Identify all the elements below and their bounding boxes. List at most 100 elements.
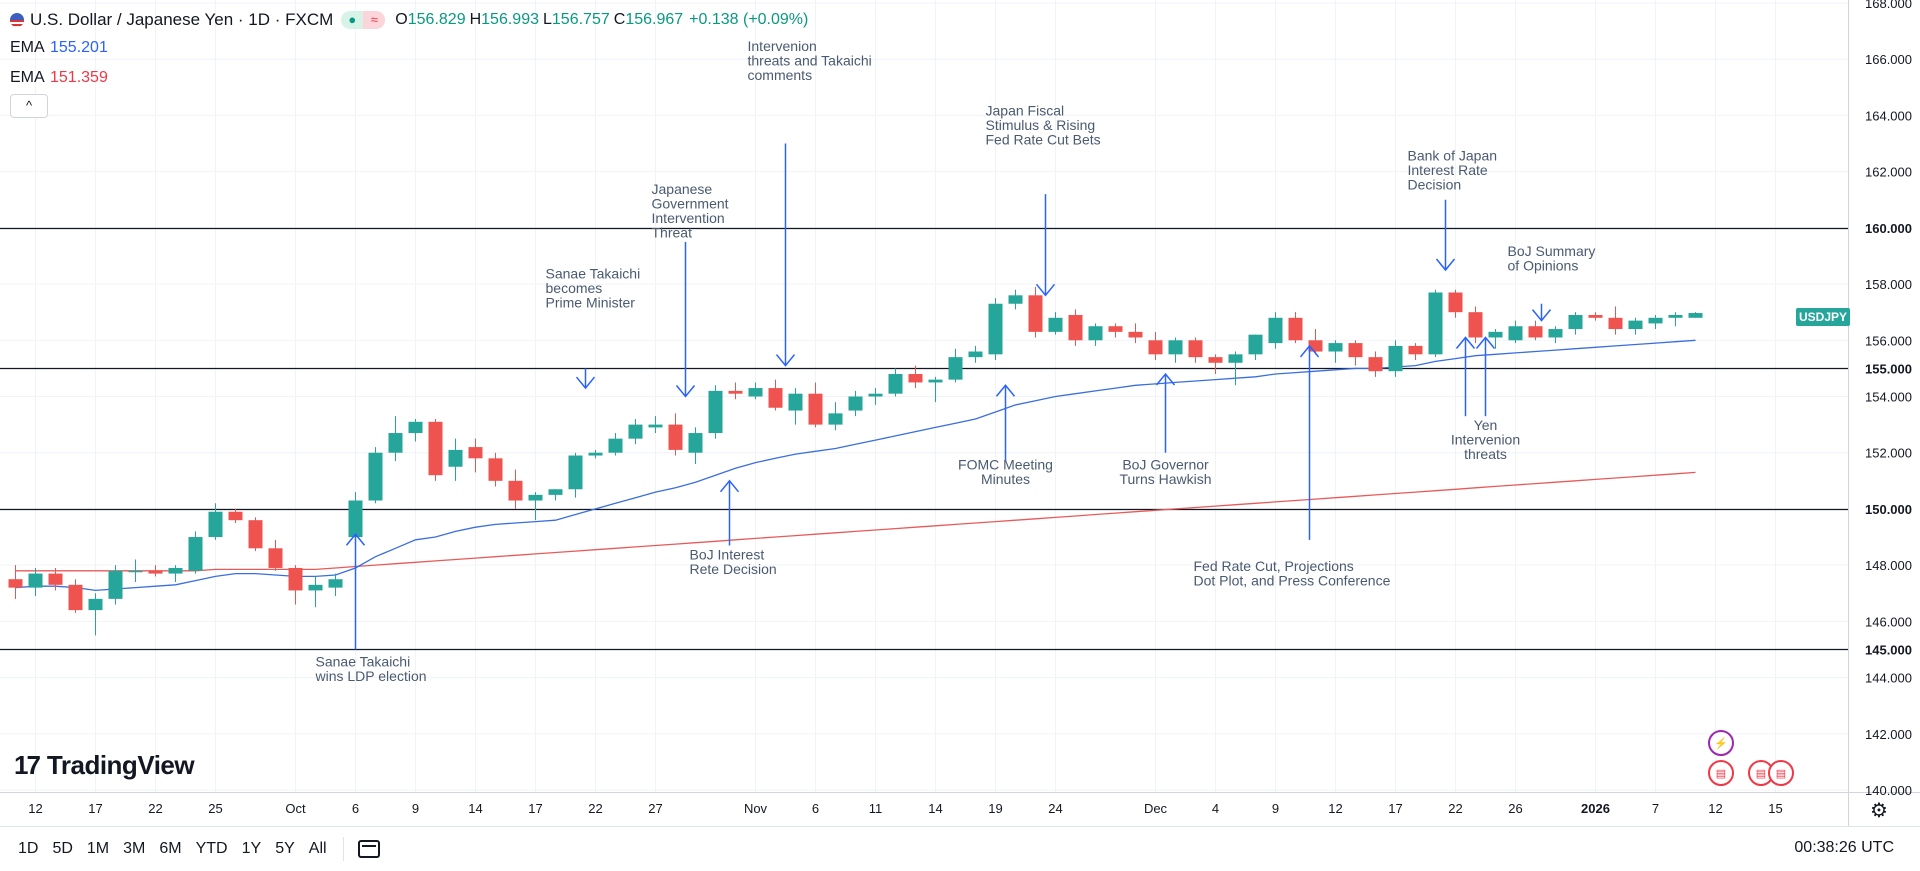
time-tick-label: 22 xyxy=(588,801,602,816)
time-tick-label: 17 xyxy=(1388,801,1402,816)
annotation-line: threats xyxy=(1464,446,1507,462)
timeframe-1d[interactable]: 1D xyxy=(18,840,39,857)
candle-body xyxy=(128,570,143,573)
candle-body xyxy=(1088,326,1103,341)
annotation-line: Stimulus & Rising xyxy=(986,117,1096,133)
candle-down xyxy=(1368,351,1383,377)
candle-body xyxy=(208,511,223,538)
annotation: Japanese Government Intervention Threat xyxy=(652,181,729,398)
candle-body xyxy=(1028,295,1043,332)
annotation-label: Sanae Takaichi becomes Prime Minister xyxy=(546,265,641,310)
ema-fast-line xyxy=(15,339,1696,592)
annotation-line: becomes xyxy=(546,280,603,296)
candle-up xyxy=(648,416,663,434)
candle-up xyxy=(988,298,1003,360)
candle-down xyxy=(1208,354,1223,375)
time-tick-label: 22 xyxy=(148,801,162,816)
annotation: BoJ Interest Rete Decision xyxy=(690,479,777,577)
annotation: Yen Intervenion threats xyxy=(1451,336,1520,462)
annotation: Japan Fiscal Stimulus & Rising Fed Rate Cu… xyxy=(986,102,1101,297)
price-tick-label: 166.000 xyxy=(1865,52,1912,67)
time-tick-label: 27 xyxy=(648,801,662,816)
candle-body xyxy=(248,520,263,549)
time-tick-label: 6 xyxy=(352,801,359,816)
symbol-row: U.S. Dollar / Japanese Yen · 1D · FXCM ●… xyxy=(10,10,808,30)
candle-body xyxy=(68,584,83,611)
annotation-line: Rete Decision xyxy=(690,561,777,577)
level-badge-label: 145.000 xyxy=(1865,642,1912,657)
ema-slow-value: 151.359 xyxy=(50,69,108,86)
timeframe-ytd[interactable]: YTD xyxy=(195,840,228,857)
annotation-label: Intervenion threats and Takaichi comments xyxy=(748,38,872,83)
candle-up xyxy=(1628,317,1643,335)
candle-down xyxy=(1188,337,1203,363)
annotation-label: BoJ Summary of Opinions xyxy=(1508,243,1596,274)
candle-up xyxy=(1508,320,1523,344)
annotation-line: Intervention xyxy=(652,210,725,226)
candle-up xyxy=(568,452,583,498)
candle-body xyxy=(728,390,743,394)
ema-label: EMA xyxy=(10,39,45,56)
candle-up xyxy=(1568,312,1583,335)
timeframe-5y[interactable]: 5Y xyxy=(275,840,295,857)
candle-body xyxy=(708,390,723,434)
candle-body xyxy=(1048,317,1063,332)
ohlc-key: H xyxy=(469,11,482,28)
candle-body xyxy=(488,458,503,481)
candle-up xyxy=(528,492,543,521)
timeframe-all[interactable]: All xyxy=(308,840,327,857)
symbol-title[interactable]: U.S. Dollar / Japanese Yen · 1D · FXCM xyxy=(30,10,334,29)
candle-body xyxy=(928,379,943,383)
calendar-icon[interactable] xyxy=(357,840,380,858)
candle-body xyxy=(988,303,1003,355)
timeframe-5d[interactable]: 5D xyxy=(52,840,73,857)
timeframe-1y[interactable]: 1Y xyxy=(241,840,262,857)
approx-icon[interactable]: ≈ xyxy=(363,11,386,29)
candle-body xyxy=(168,567,183,574)
ema-row-fast[interactable]: EMA 155.201 xyxy=(10,38,808,58)
candle-body xyxy=(428,421,443,476)
ema-row-slow[interactable]: EMA 151.359 xyxy=(10,68,808,88)
annotation-line: Decision xyxy=(1408,176,1462,192)
tradingview-logo[interactable]: 17 TradingView xyxy=(14,750,195,781)
annotation: Intervenion threats and Takaichi comments xyxy=(748,38,872,367)
clock[interactable]: 00:38:26 UTC xyxy=(1794,839,1894,856)
price-change: +0.138 (+0.09%) xyxy=(689,11,809,28)
candle-body xyxy=(348,500,363,538)
candle-up xyxy=(708,385,723,439)
indicator-chip[interactable]: ● ≈ xyxy=(341,11,386,29)
candle-body xyxy=(288,567,303,591)
timeframe-3m[interactable]: 3M xyxy=(123,840,146,857)
settings-gear-icon[interactable]: ⚙ xyxy=(1870,800,1888,822)
us-flag-event-icon[interactable]: ▤ xyxy=(1708,760,1734,786)
candle-body xyxy=(1508,326,1523,341)
time-axis: 12 17 22 25 Oct 6 9 14 17 22 27 Nov 6 11 14 19 24 Dec 4 9 12… xyxy=(28,801,1782,816)
candle-up xyxy=(868,388,883,405)
candle-up xyxy=(408,418,423,442)
time-tick-label: Dec xyxy=(1144,801,1168,816)
candle-body xyxy=(788,393,803,411)
lightning-icon[interactable]: ⚡ xyxy=(1708,730,1734,756)
annotation-line: Interest Rate xyxy=(1408,162,1488,178)
candle-body xyxy=(1248,334,1263,355)
candle-down xyxy=(1408,343,1423,360)
candle-body xyxy=(1128,331,1143,338)
candle-down xyxy=(1348,340,1363,366)
candle-body xyxy=(1628,320,1643,330)
collapse-legend-button[interactable]: ^ xyxy=(10,94,48,118)
timeframe-6m[interactable]: 6M xyxy=(159,840,182,857)
annotation-arrowhead xyxy=(1155,372,1176,386)
timeframe-1m[interactable]: 1M xyxy=(86,840,110,857)
visibility-dot-icon[interactable]: ● xyxy=(341,11,364,29)
candle-up xyxy=(888,368,903,397)
time-tick-label: 24 xyxy=(1048,801,1062,816)
annotation: BoJ Governor Turns Hawkish xyxy=(1119,372,1212,487)
candle-up xyxy=(688,427,703,464)
candle-body xyxy=(8,579,23,588)
us-flag-event-icon[interactable]: ▤ xyxy=(1768,760,1794,786)
level-badge-label: 160.000 xyxy=(1865,221,1912,236)
candle-body xyxy=(1168,340,1183,355)
annotation-arrowhead xyxy=(675,385,696,398)
candle-body xyxy=(1188,340,1203,358)
